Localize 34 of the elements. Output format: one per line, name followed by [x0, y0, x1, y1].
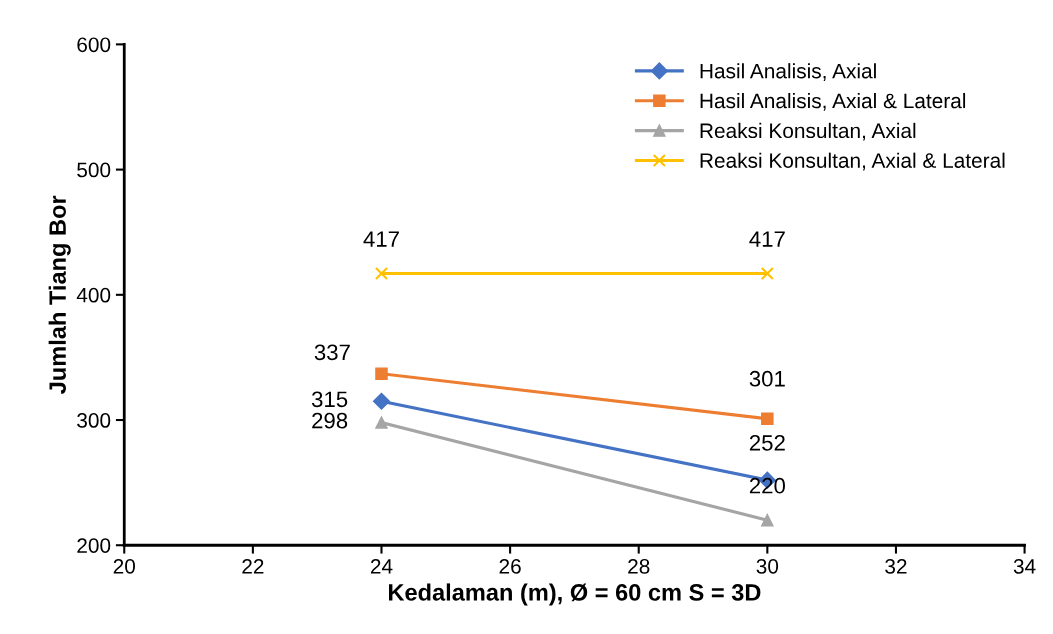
data-label: 417	[363, 231, 399, 247]
data-label: 298	[312, 412, 348, 429]
data-label: 252	[749, 435, 785, 451]
x-tick-label: 22	[242, 558, 264, 574]
legend-label: Hasil Analisis, Axial & Lateral	[700, 92, 966, 111]
point	[372, 392, 391, 410]
data-label: 315	[311, 391, 348, 408]
point	[375, 367, 388, 380]
x-tick-label: 26	[499, 558, 521, 574]
data-label: 220	[749, 477, 786, 494]
legend-label: Reaksi Konsultan, Axial & Lateral	[700, 152, 1005, 171]
data-label: 337	[314, 344, 350, 361]
legend-label: Reaksi Konsultan, Axial	[700, 122, 916, 141]
x-tick-label: 20	[113, 558, 136, 574]
y-tick-label: 500	[77, 162, 111, 178]
y-tick-label: 200	[77, 538, 111, 553]
point	[375, 416, 388, 429]
x-tick-label: 32	[885, 558, 907, 574]
legend-label: Hasil Analisis, Axial	[700, 63, 876, 81]
y-axis-title: Jumlah Tiang Bor	[48, 195, 71, 394]
x-tick-label: 24	[370, 558, 393, 574]
point	[761, 412, 774, 426]
x-axis-title: Kedalaman (m), Ø = 60 cm S = 3D	[389, 583, 761, 606]
data-label: 417	[749, 231, 785, 247]
x-tick-label: 30	[756, 558, 779, 574]
data-label: 301	[749, 370, 785, 387]
y-tick-label: 300	[77, 413, 111, 428]
point	[761, 513, 774, 527]
y-tick-label: 600	[77, 37, 111, 53]
point	[374, 266, 389, 281]
x-tick-label: 28	[628, 558, 650, 574]
y-tick-label: 400	[76, 287, 111, 303]
x-tick-label: 34	[1013, 558, 1036, 574]
point	[760, 266, 774, 281]
